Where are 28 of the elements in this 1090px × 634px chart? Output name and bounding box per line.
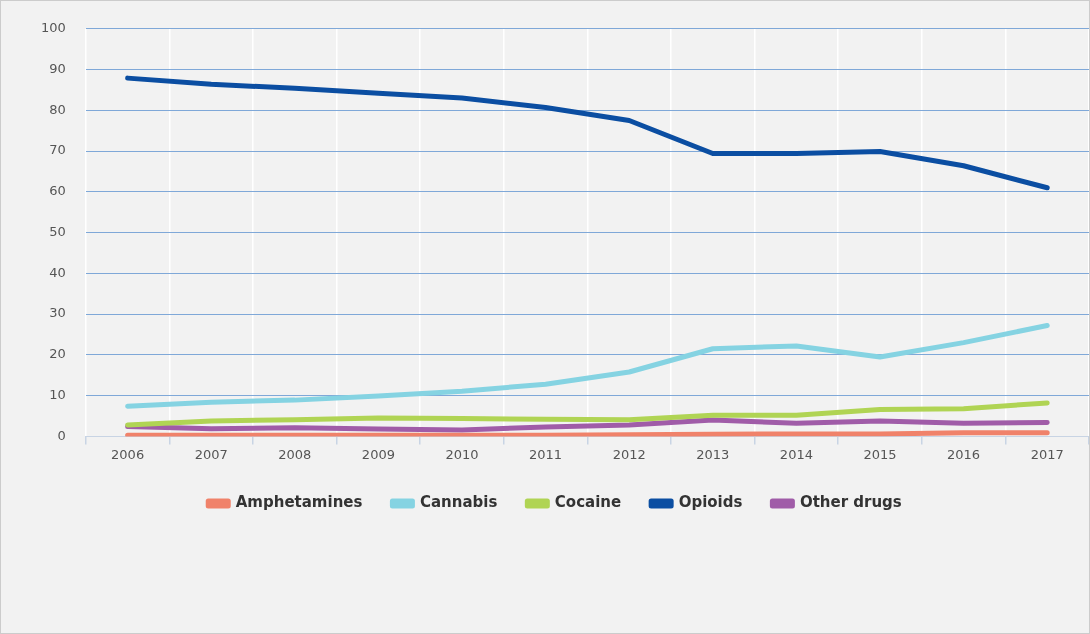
legend-label: Cannabis — [419, 493, 498, 512]
y-tick-label: 40 — [49, 264, 66, 280]
y-tick-label: 20 — [49, 346, 66, 362]
y-tick-label: 10 — [49, 387, 66, 403]
y-tick-label: 90 — [49, 60, 66, 76]
legend-label: Cocaine — [554, 493, 622, 512]
y-tick-label: 100 — [40, 20, 66, 36]
legend-label: Opioids — [678, 493, 743, 512]
x-tick-label: 2009 — [361, 446, 395, 462]
y-tick-label: 30 — [49, 305, 66, 321]
y-tick-label: 70 — [49, 142, 66, 158]
y-tick-label: 50 — [49, 223, 66, 239]
y-tick-label: 60 — [49, 183, 66, 199]
legend-label: Amphetamines — [235, 493, 363, 512]
x-tick-label: 2012 — [612, 446, 646, 462]
x-tick-label: 2016 — [947, 446, 981, 462]
x-tick-label: 2008 — [278, 446, 312, 462]
y-tick-label: 80 — [49, 101, 66, 117]
x-tick-label: 2006 — [111, 446, 145, 462]
x-tick-label: 2013 — [696, 446, 730, 462]
y-tick-label: 0 — [57, 427, 66, 443]
x-tick-label: 2010 — [445, 446, 479, 462]
x-tick-label: 2014 — [779, 446, 813, 462]
x-tick-label: 2015 — [863, 446, 897, 462]
x-tick-label: 2017 — [1030, 446, 1064, 462]
x-tick-label: 2011 — [529, 446, 563, 462]
legend-label: Other drugs — [799, 493, 902, 512]
x-tick-label: 2007 — [194, 446, 228, 462]
